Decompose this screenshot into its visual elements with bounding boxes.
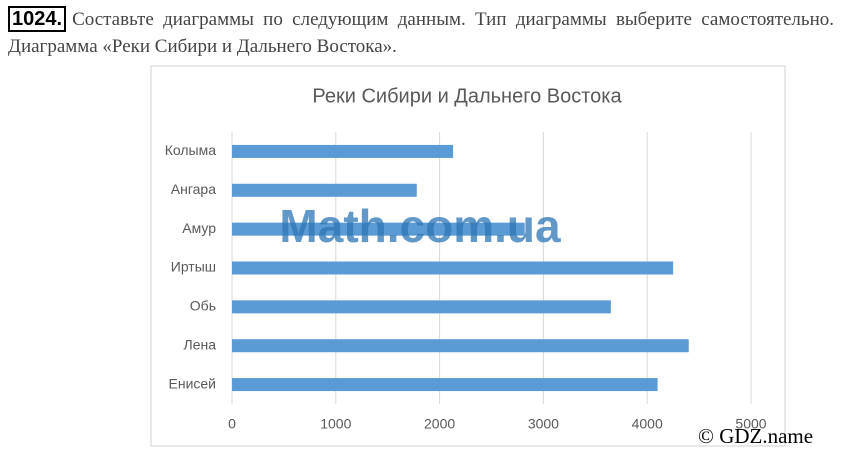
- bar: [232, 183, 417, 197]
- bar: [232, 339, 689, 353]
- bar: [232, 261, 674, 275]
- chart-frame: [150, 65, 786, 447]
- bar: [232, 144, 454, 158]
- x-tick-label: 2000: [424, 416, 455, 432]
- y-tick-label: Иртыш: [171, 259, 216, 275]
- watermark: Math.com.ua: [279, 200, 561, 252]
- x-tick-label: 5000: [735, 416, 766, 432]
- task-number: 1024.: [8, 6, 67, 32]
- watermark: © GDZ.name: [698, 424, 813, 448]
- y-tick-label: Колыма: [165, 142, 216, 158]
- x-tick-label: 4000: [632, 416, 663, 432]
- task-text: Составьте диаграммы по следующим данным.…: [8, 9, 834, 57]
- bar: [232, 222, 525, 236]
- y-tick-label: Амур: [182, 220, 216, 236]
- x-tick-label: 1000: [320, 416, 351, 432]
- x-tick-label: 0: [228, 416, 236, 432]
- task: 1024. Составьте диаграммы по следующим да…: [8, 6, 834, 60]
- x-tick-label: 3000: [528, 416, 559, 432]
- y-tick-label: Обь: [190, 298, 216, 314]
- chart-title: Реки Сибири и Дальнего Востока: [312, 85, 622, 107]
- bar: [232, 300, 611, 314]
- y-tick-label: Ангара: [171, 181, 216, 197]
- bar: [232, 378, 658, 392]
- y-tick-label: Енисей: [169, 375, 217, 391]
- y-tick-label: Лена: [184, 336, 217, 352]
